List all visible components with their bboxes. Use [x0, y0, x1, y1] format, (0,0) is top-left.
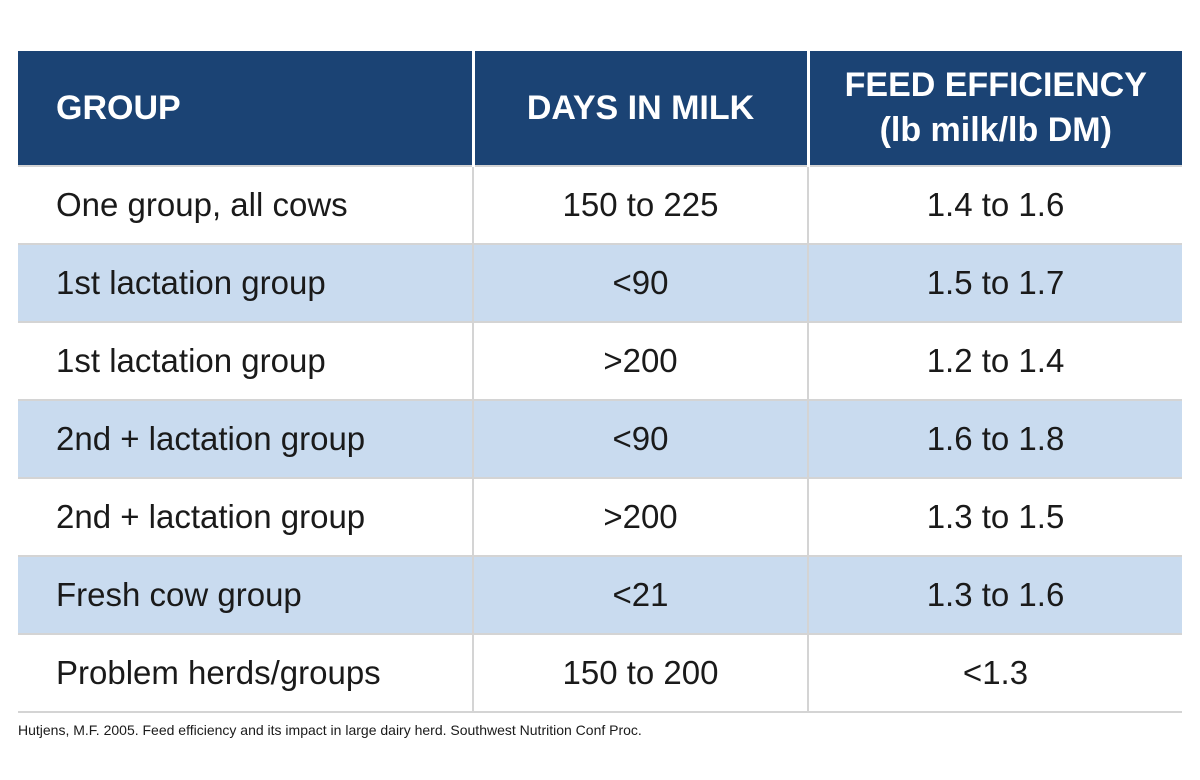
table-row: Fresh cow group <21 1.3 to 1.6 — [18, 555, 1182, 634]
table-header: GROUP DAYS IN MILK FEED EFFICIENCY (lb m… — [18, 51, 1182, 166]
table-row: 1st lactation group <90 1.5 to 1.7 — [18, 243, 1182, 322]
header-feed-efficiency-title: FEED EFFICIENCY — [844, 66, 1147, 105]
header-row: GROUP DAYS IN MILK FEED EFFICIENCY (lb m… — [18, 51, 1182, 166]
cell-group: 1st lactation group — [18, 321, 474, 400]
table-body: One group, all cows 150 to 225 1.4 to 1.6 1… — [18, 165, 1182, 713]
cell-feed-efficiency: <1.3 — [808, 633, 1182, 713]
cell-feed-efficiency: 1.2 to 1.4 — [808, 321, 1182, 400]
table-row: One group, all cows 150 to 225 1.4 to 1.6 — [18, 165, 1182, 244]
table-row: Problem herds/groups 150 to 200 <1.3 — [18, 633, 1182, 713]
source-citation: Hutjens, M.F. 2005. Feed efficiency and … — [18, 722, 642, 738]
header-days-in-milk: DAYS IN MILK — [473, 51, 810, 166]
cell-days-in-milk: <90 — [473, 399, 809, 478]
cell-days-in-milk: >200 — [473, 477, 809, 556]
cell-days-in-milk: 150 to 225 — [473, 165, 809, 244]
cell-days-in-milk: 150 to 200 — [473, 633, 809, 713]
header-feed-efficiency: FEED EFFICIENCY (lb milk/lb DM) — [808, 51, 1182, 166]
feed-efficiency-table-container: GROUP DAYS IN MILK FEED EFFICIENCY (lb m… — [18, 51, 1182, 713]
cell-feed-efficiency: 1.5 to 1.7 — [808, 243, 1182, 322]
cell-group: 2nd + lactation group — [18, 477, 474, 556]
header-feed-efficiency-unit: (lb milk/lb DM) — [879, 111, 1112, 149]
cell-days-in-milk: <21 — [473, 555, 809, 634]
cell-feed-efficiency: 1.4 to 1.6 — [808, 165, 1182, 244]
table-row: 2nd + lactation group >200 1.3 to 1.5 — [18, 477, 1182, 556]
cell-days-in-milk: <90 — [473, 243, 809, 322]
cell-days-in-milk: >200 — [473, 321, 809, 400]
cell-group: 1st lactation group — [18, 243, 474, 322]
cell-feed-efficiency: 1.6 to 1.8 — [808, 399, 1182, 478]
cell-group: Problem herds/groups — [18, 633, 474, 713]
table-row: 2nd + lactation group <90 1.6 to 1.8 — [18, 399, 1182, 478]
header-group: GROUP — [18, 51, 475, 166]
feed-efficiency-table: GROUP DAYS IN MILK FEED EFFICIENCY (lb m… — [18, 51, 1182, 713]
cell-group: Fresh cow group — [18, 555, 474, 634]
cell-feed-efficiency: 1.3 to 1.6 — [808, 555, 1182, 634]
cell-feed-efficiency: 1.3 to 1.5 — [808, 477, 1182, 556]
cell-group: One group, all cows — [18, 165, 474, 244]
cell-group: 2nd + lactation group — [18, 399, 474, 478]
table-row: 1st lactation group >200 1.2 to 1.4 — [18, 321, 1182, 400]
